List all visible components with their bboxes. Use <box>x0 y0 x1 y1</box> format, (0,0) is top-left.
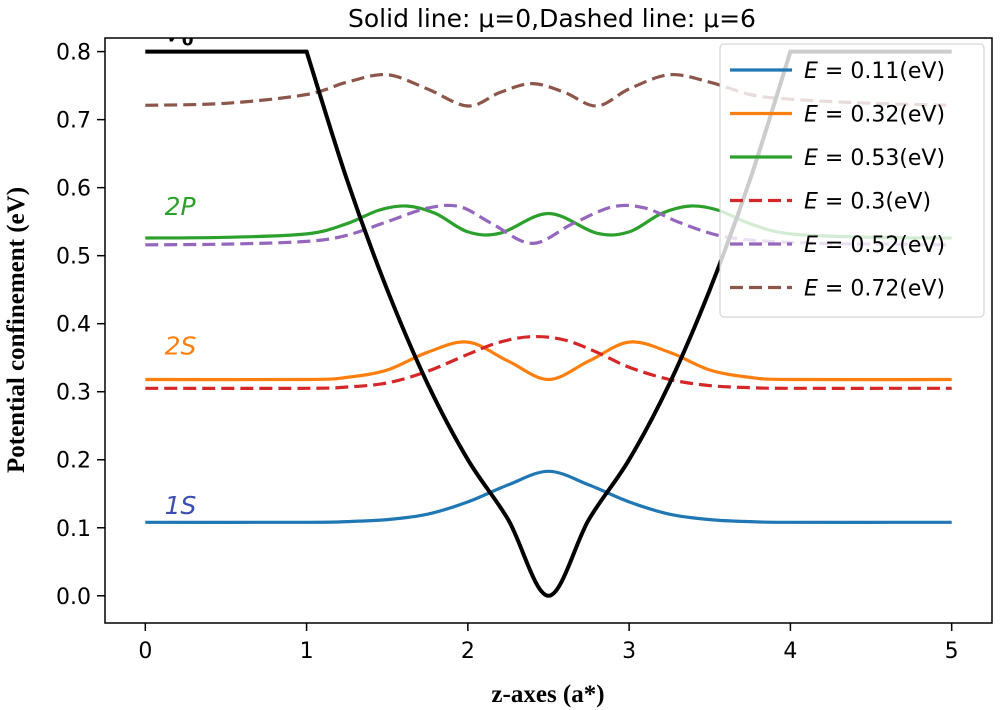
y-tick-label: 0.3 <box>56 381 91 406</box>
state-label-1: V0 <box>165 18 194 50</box>
legend-label-5: E = 0.52(eV) <box>804 233 945 258</box>
x-tick-label: 5 <box>945 639 959 664</box>
legend-label-1: E = 0.11(eV) <box>804 59 945 84</box>
x-tick-label: 2 <box>461 639 475 664</box>
legend-label-4: E = 0.3(eV) <box>804 190 931 215</box>
y-axis-label: Potential confinement (eV) <box>3 187 30 473</box>
x-axis-label: z-axes (a*) <box>491 681 604 708</box>
state-label-2: 2P <box>165 192 197 221</box>
chart-title: Solid line: μ=0,Dashed line: μ=6 <box>348 4 756 33</box>
series-line-1 <box>145 469 952 524</box>
y-tick-label: 0.4 <box>56 313 91 338</box>
series-line-5 <box>145 203 952 247</box>
legend-label-3: E = 0.53(eV) <box>804 146 945 171</box>
y-tick-label: 0.5 <box>56 245 91 270</box>
y-tick-label: 0.0 <box>56 585 91 610</box>
legend-label-2: E = 0.32(eV) <box>804 103 945 128</box>
legend-label-6: E = 0.72(eV) <box>804 277 945 302</box>
state-label-3: 2S <box>165 331 197 360</box>
series-line-6 <box>145 72 952 108</box>
y-tick-label: 0.8 <box>56 41 91 66</box>
potential-well-line <box>145 49 952 598</box>
state-label-4: 1S <box>165 491 197 520</box>
y-tick-label: 0.7 <box>56 109 91 134</box>
series-line-4 <box>145 334 952 390</box>
y-tick-label: 0.6 <box>56 177 91 202</box>
x-tick-label: 0 <box>138 639 152 664</box>
x-tick-label: 1 <box>300 639 314 664</box>
y-tick-label: 0.1 <box>56 517 91 542</box>
plot-frame <box>104 37 993 624</box>
x-tick-label: 3 <box>622 639 636 664</box>
x-tick-label: 4 <box>783 639 797 664</box>
y-tick-label: 0.2 <box>56 449 91 474</box>
series-line-2 <box>145 340 952 382</box>
